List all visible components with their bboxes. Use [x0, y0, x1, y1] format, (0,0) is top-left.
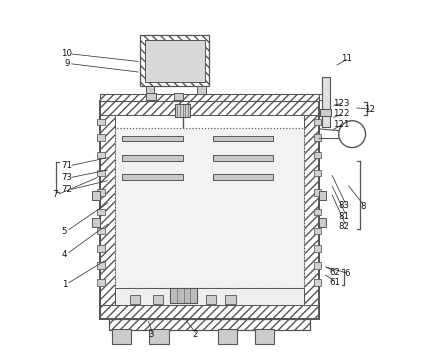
- Text: 12: 12: [364, 105, 375, 114]
- Bar: [304, 101, 319, 319]
- Bar: [175, 104, 190, 117]
- Bar: [100, 305, 319, 319]
- Bar: [319, 191, 326, 200]
- Bar: [122, 155, 183, 161]
- Text: 11: 11: [341, 54, 352, 63]
- Bar: [122, 174, 183, 180]
- Bar: [314, 189, 322, 196]
- Bar: [115, 128, 304, 288]
- Bar: [206, 295, 216, 304]
- Text: 61: 61: [329, 278, 340, 287]
- Bar: [319, 218, 326, 227]
- Bar: [314, 134, 322, 141]
- Bar: [314, 119, 322, 125]
- Text: 2: 2: [192, 330, 198, 339]
- Text: 123: 123: [333, 98, 350, 108]
- Bar: [100, 101, 319, 319]
- Bar: [97, 119, 105, 125]
- Bar: [97, 279, 105, 286]
- Text: 6: 6: [344, 269, 350, 278]
- Bar: [146, 93, 156, 100]
- Text: 4: 4: [62, 250, 67, 259]
- Bar: [149, 329, 168, 344]
- Bar: [213, 155, 273, 161]
- Bar: [100, 101, 319, 115]
- Bar: [92, 218, 100, 227]
- Bar: [97, 262, 105, 269]
- Bar: [112, 329, 132, 344]
- Bar: [320, 109, 331, 116]
- Circle shape: [339, 121, 365, 148]
- Bar: [122, 136, 183, 141]
- Bar: [146, 86, 155, 94]
- Bar: [314, 152, 322, 158]
- Bar: [322, 77, 330, 127]
- Text: 8: 8: [360, 202, 365, 211]
- Bar: [130, 295, 140, 304]
- Text: 7: 7: [52, 190, 58, 199]
- Bar: [170, 288, 197, 303]
- Text: 71: 71: [62, 161, 72, 170]
- Bar: [97, 134, 105, 141]
- Bar: [225, 295, 236, 304]
- Bar: [314, 228, 322, 234]
- Bar: [314, 262, 322, 269]
- Text: 10: 10: [62, 49, 72, 58]
- Bar: [314, 209, 322, 215]
- Bar: [97, 152, 105, 158]
- Bar: [92, 191, 100, 200]
- Bar: [97, 189, 105, 196]
- Bar: [140, 35, 209, 86]
- Bar: [109, 319, 310, 330]
- Bar: [100, 94, 319, 101]
- Text: 3: 3: [148, 330, 154, 339]
- Text: 1: 1: [62, 280, 67, 289]
- Text: 83: 83: [339, 201, 350, 210]
- Bar: [97, 170, 105, 176]
- Bar: [213, 174, 273, 180]
- Bar: [144, 40, 205, 82]
- Text: 122: 122: [333, 109, 350, 118]
- Text: 9: 9: [64, 59, 70, 68]
- Text: 81: 81: [339, 211, 350, 221]
- Bar: [213, 136, 273, 141]
- Bar: [314, 170, 322, 176]
- Bar: [153, 295, 163, 304]
- Bar: [115, 288, 304, 305]
- Bar: [97, 209, 105, 215]
- Bar: [197, 86, 206, 94]
- Bar: [174, 93, 183, 100]
- Text: 82: 82: [339, 222, 350, 231]
- Text: 62: 62: [329, 268, 340, 277]
- Bar: [97, 245, 105, 252]
- Text: 5: 5: [62, 227, 67, 236]
- Bar: [100, 101, 115, 319]
- Bar: [97, 228, 105, 234]
- Text: 72: 72: [62, 185, 72, 195]
- Text: 121: 121: [333, 120, 350, 129]
- Text: 73: 73: [62, 173, 72, 183]
- Bar: [314, 279, 322, 286]
- Bar: [314, 245, 322, 252]
- Bar: [255, 329, 275, 344]
- Bar: [218, 329, 237, 344]
